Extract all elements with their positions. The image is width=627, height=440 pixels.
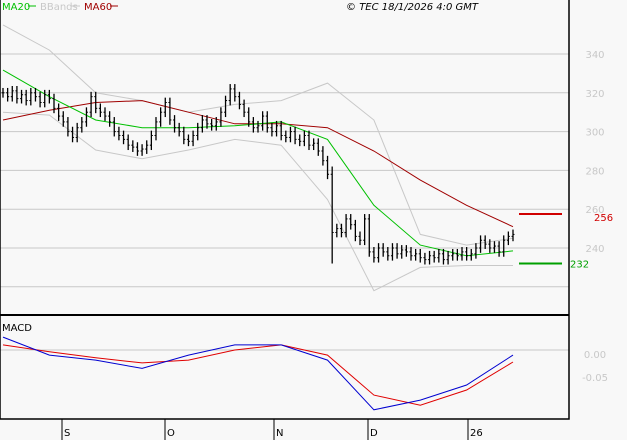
macd-signal-line	[2, 344, 514, 406]
level-marker-label: 256	[594, 213, 613, 224]
price-tick-label: 280	[585, 166, 604, 177]
price-tick-label: 260	[585, 205, 604, 216]
date-tick-label: 26	[470, 428, 483, 439]
macd-title: MACD	[2, 323, 32, 334]
price-tick-label: 300	[585, 128, 604, 139]
legend-ma60: MA60	[84, 2, 112, 13]
date-tick-label: O	[167, 428, 175, 439]
ma60-line	[2, 100, 514, 228]
date-tick-label: S	[64, 428, 70, 439]
legend-bbands: BBands	[40, 2, 78, 13]
price-tick-label: 240	[585, 244, 604, 255]
price-tick-label: 340	[585, 50, 604, 61]
ma20-line	[2, 69, 514, 257]
legend-ma20: MA20	[2, 2, 30, 13]
bband-lower-line	[2, 111, 513, 292]
level-marker-label: 232	[570, 260, 589, 271]
price-tick-label: 320	[585, 89, 604, 100]
copyright: © TEC 18/1/2026 4:0 GMT	[346, 2, 479, 13]
date-tick-label: N	[276, 428, 283, 439]
macd-line	[2, 336, 514, 411]
date-tick-label: D	[370, 428, 378, 439]
bband-upper-line	[2, 24, 514, 246]
macd-tick-label: -0.05	[582, 373, 608, 384]
macd-tick-label: 0.00	[584, 350, 606, 361]
plot-frame	[0, 0, 570, 420]
